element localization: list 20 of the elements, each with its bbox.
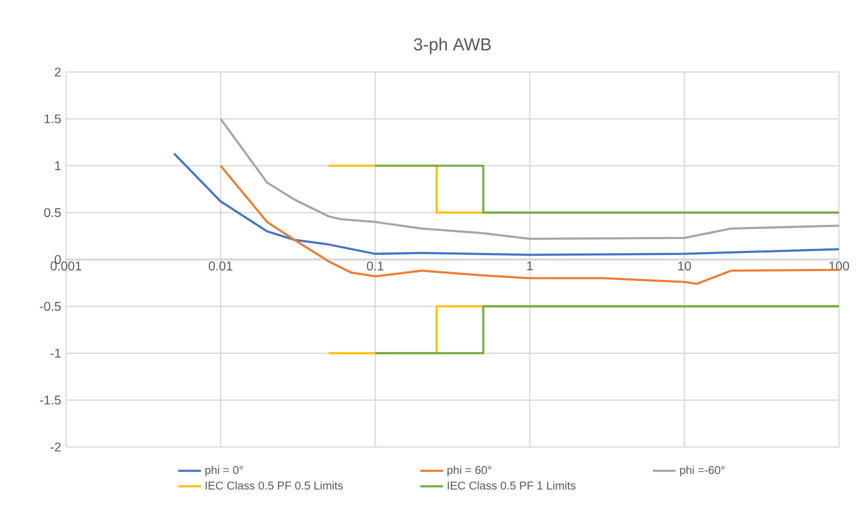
y-tick-label: -2 [50, 442, 61, 452]
x-tick-label: 0.01 [208, 262, 232, 271]
x-tick-label: 0.1 [366, 262, 384, 271]
x-tick-label: 0.001 [50, 262, 82, 271]
y-tick-label: -0.5 [40, 302, 61, 311]
y-tick-label: 2 [54, 68, 61, 76]
legend-label: IEC Class 0.5 PF 1 Limits [448, 481, 576, 490]
y-tick-label: 1 [55, 161, 61, 170]
legend-label: phi = 0° [205, 466, 243, 476]
x-tick-label: 10 [678, 262, 691, 271]
y-tick-label: 0 [54, 255, 61, 264]
legend-label: phi =-60° [680, 466, 725, 476]
y-tick-label: 1.5 [44, 114, 61, 124]
chart-title: 3-ph AWB [414, 38, 491, 54]
x-tick-label: 1 [527, 262, 533, 270]
legend-label: IEC Class 0.5 PF 0.5 Limits [206, 481, 343, 490]
legend-label: phi = 60° [448, 466, 492, 476]
y-tick-label: -1.5 [40, 396, 61, 405]
y-tick-label: 0.5 [44, 208, 61, 218]
y-tick-label: -1 [50, 348, 61, 358]
